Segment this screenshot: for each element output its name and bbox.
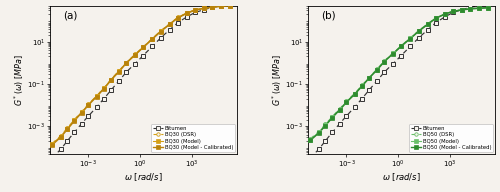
Legend: Bitumen, BQ30 (DSR), BQ30 (Model), BQ30 (Model - Calibrated): Bitumen, BQ30 (DSR), BQ30 (Model), BQ30 … bbox=[151, 124, 236, 152]
X-axis label: $\omega\ [rad/s]$: $\omega\ [rad/s]$ bbox=[124, 171, 163, 183]
Y-axis label: $G^*(\omega)\ [MPa]$: $G^*(\omega)\ [MPa]$ bbox=[12, 54, 26, 106]
Y-axis label: $G^*(\omega)\ [MPa]$: $G^*(\omega)\ [MPa]$ bbox=[270, 54, 284, 106]
Text: (b): (b) bbox=[321, 10, 336, 20]
X-axis label: $\omega\ [rad/s]$: $\omega\ [rad/s]$ bbox=[382, 171, 421, 183]
Legend: Bitumen, BQ50 (DSR), BQ50 (Model), BQ50 (Model - Calibrated): Bitumen, BQ50 (DSR), BQ50 (Model), BQ50 … bbox=[409, 124, 494, 152]
Text: (a): (a) bbox=[63, 10, 78, 20]
